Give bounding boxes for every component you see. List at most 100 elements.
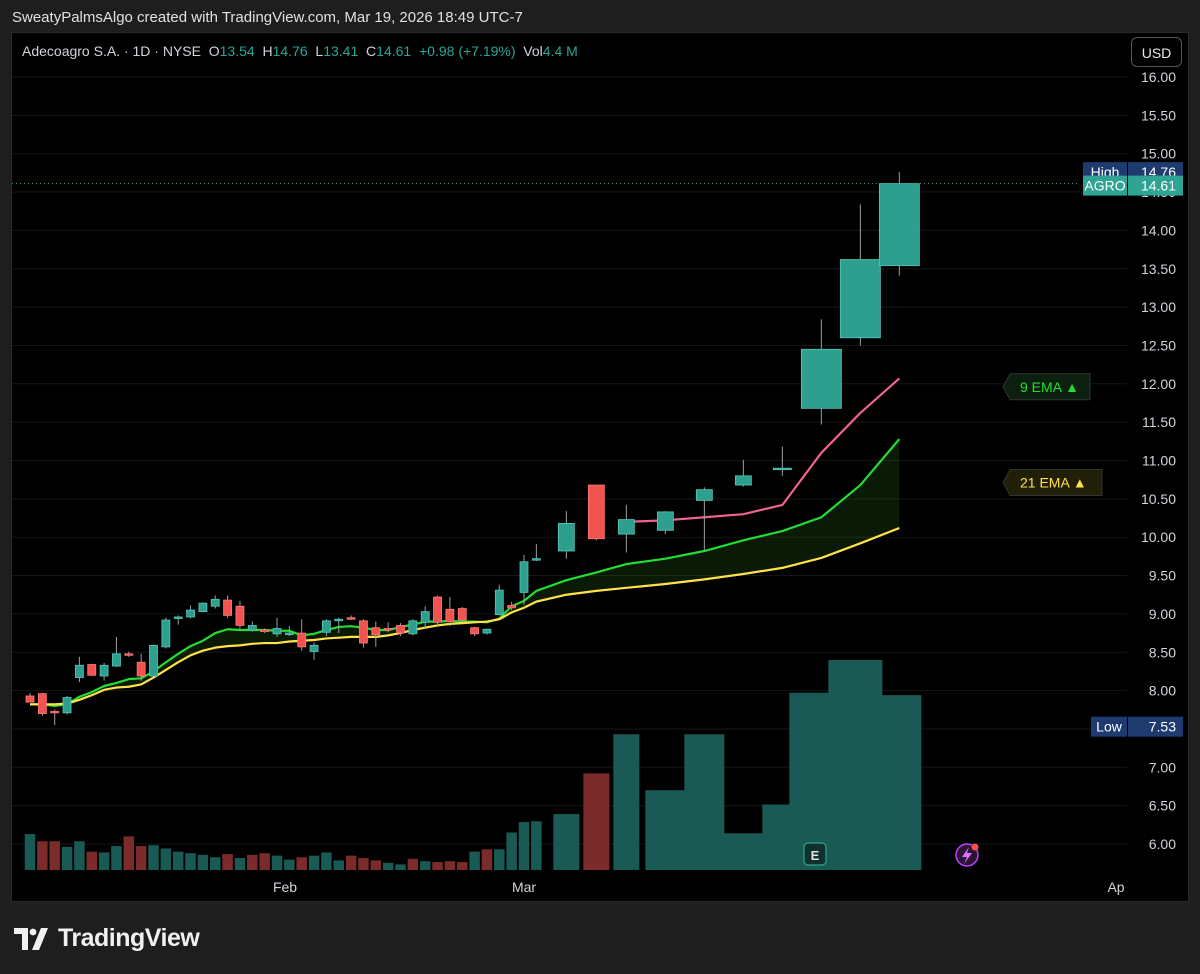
- y-tick-label: 8.50: [1149, 644, 1176, 660]
- low-value: 13.41: [323, 43, 359, 59]
- y-tick-label: 10.00: [1141, 529, 1176, 545]
- candle-body: [87, 664, 97, 676]
- ema-label: 21 EMA ▲: [1020, 475, 1087, 491]
- candle-body: [247, 625, 257, 631]
- candle-body: [62, 697, 72, 714]
- open-label: O: [208, 43, 220, 59]
- volume-bar: [111, 846, 122, 870]
- volume-bar: [684, 734, 725, 870]
- time-axis: Feb Mar Ap: [273, 879, 1125, 895]
- price-tag-label: Low: [1096, 719, 1123, 735]
- price-tag-value-box: [1128, 175, 1183, 196]
- candle-body: [507, 605, 517, 609]
- tradingview-logo-icon: [14, 927, 48, 950]
- ema-cloud: [30, 439, 900, 706]
- y-tick-label: 12.00: [1141, 376, 1176, 392]
- candle-body: [75, 664, 84, 678]
- volume-bar: [148, 845, 159, 870]
- y-tick-label: 15.00: [1141, 146, 1176, 162]
- candle-body: [695, 489, 713, 501]
- volume-bar: [271, 855, 283, 870]
- high-label: H: [262, 43, 273, 59]
- candle-body: [839, 259, 881, 339]
- volume-bar: [210, 857, 221, 870]
- volume-bar: [296, 857, 307, 870]
- volume-bars: [24, 660, 922, 870]
- volume-bar: [469, 851, 480, 870]
- candle-body: [223, 599, 233, 616]
- volume-bar: [37, 841, 48, 870]
- chart-frame[interactable]: [11, 32, 1189, 902]
- notification-dot: [971, 843, 979, 851]
- open-value: 13.54: [219, 43, 255, 59]
- candle-body: [433, 596, 442, 623]
- price-tag-label: AGRO: [1084, 178, 1125, 194]
- y-tick-label: 13.50: [1141, 261, 1176, 277]
- volume-bar: [531, 821, 542, 870]
- candle-body: [173, 616, 183, 619]
- price-axis: 16.0015.5015.0014.5014.0013.5013.0012.50…: [1141, 69, 1176, 852]
- y-tick-label: 9.50: [1149, 568, 1176, 584]
- candle-body: [734, 475, 752, 486]
- volume-bar: [333, 860, 344, 870]
- candle-body: [656, 511, 674, 531]
- volume-bar: [518, 822, 530, 870]
- candle-body: [878, 183, 920, 267]
- candle-body: [531, 558, 541, 561]
- y-tick-label: 9.00: [1149, 606, 1176, 622]
- candle-body: [272, 628, 282, 635]
- candle-body: [25, 695, 35, 703]
- candle-body: [408, 620, 418, 635]
- volume-bar: [395, 864, 406, 870]
- volume-label: Vol: [523, 43, 543, 59]
- volume-bar: [172, 851, 184, 870]
- currency-button[interactable]: USD: [1131, 37, 1182, 67]
- volume-bar: [222, 854, 233, 870]
- y-tick-label: 6.50: [1149, 798, 1176, 814]
- y-tick-label: 13.00: [1141, 299, 1176, 315]
- volume-bar: [61, 846, 73, 870]
- candle-body: [210, 598, 220, 607]
- volume-bar: [506, 832, 517, 870]
- grid-lines: [12, 76, 1127, 845]
- x-tick-label: Mar: [512, 879, 536, 895]
- volume-bar: [553, 814, 580, 870]
- symbol-label[interactable]: Adecoagro S.A. · 1D · NYSE: [22, 43, 201, 59]
- y-tick-label: 11.50: [1142, 414, 1176, 430]
- volume-bar: [123, 836, 135, 870]
- candle-body: [136, 661, 146, 677]
- candle-body: [420, 611, 430, 623]
- y-tick-label: 15.50: [1141, 107, 1176, 123]
- ema-label: 9 EMA ▲: [1020, 379, 1079, 395]
- candles: [25, 172, 920, 726]
- candle-body: [383, 628, 393, 631]
- volume-bar: [49, 841, 60, 870]
- candle-body: [198, 602, 208, 612]
- candle-body: [482, 628, 492, 634]
- candle-body: [37, 693, 47, 715]
- ema-line: [30, 438, 901, 708]
- price-tag-label-box: [1091, 716, 1127, 737]
- ema-line: [30, 526, 900, 706]
- lightning-bolt: [962, 847, 972, 864]
- y-tick-label: 6.00: [1149, 836, 1176, 852]
- volume-bar: [259, 853, 270, 870]
- y-tick-label: 12.50: [1141, 337, 1176, 353]
- volume-bar: [135, 846, 147, 870]
- candle-body: [445, 608, 455, 622]
- volume-bar: [74, 841, 85, 870]
- volume-bar: [345, 855, 357, 870]
- close-label: C: [366, 43, 377, 59]
- candle-body: [260, 629, 270, 632]
- y-tick-label: 7.00: [1149, 759, 1176, 775]
- volume-bar: [370, 860, 382, 870]
- tradingview-logo[interactable]: TradingView: [14, 924, 200, 953]
- volume-bar: [444, 861, 456, 870]
- candle-body: [334, 618, 344, 622]
- volume-bar: [234, 858, 246, 870]
- volume-bar: [197, 854, 209, 870]
- candle-body: [235, 605, 245, 626]
- volume-bar: [432, 862, 443, 870]
- candle-body: [284, 632, 294, 635]
